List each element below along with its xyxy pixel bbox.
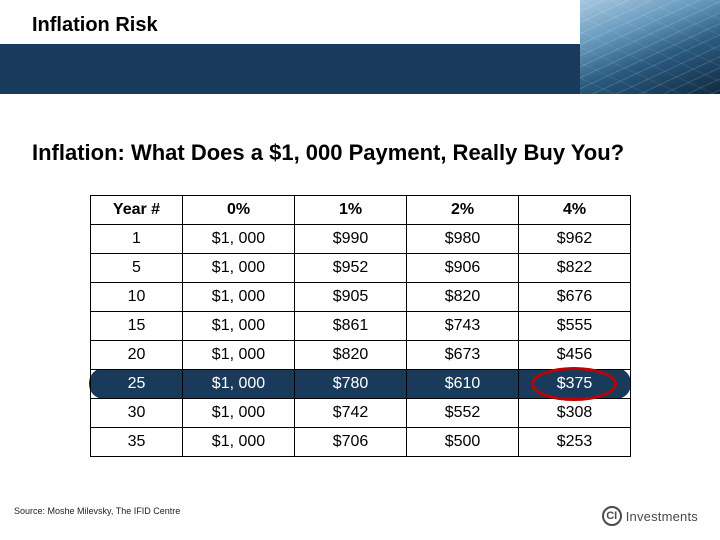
value-cell: $1, 000: [183, 312, 295, 341]
year-cell: 1: [91, 225, 183, 254]
value-cell: $1, 000: [183, 283, 295, 312]
col-header-rate: 1%: [295, 196, 407, 225]
value-cell: $980: [407, 225, 519, 254]
value-cell: $555: [519, 312, 631, 341]
value-cell: $1, 000: [183, 370, 295, 399]
value-cell: $952: [295, 254, 407, 283]
value-cell: $990: [295, 225, 407, 254]
value-cell: $822: [519, 254, 631, 283]
table-row: 10$1, 000$905$820$676: [91, 283, 631, 312]
value-cell: $308: [519, 399, 631, 428]
value-cell: $1, 000: [183, 225, 295, 254]
value-cell: $706: [295, 428, 407, 457]
table-header-row: Year #0%1%2%4%: [91, 196, 631, 225]
table-row: 35$1, 000$706$500$253: [91, 428, 631, 457]
col-header-rate: 4%: [519, 196, 631, 225]
value-cell: $1, 000: [183, 428, 295, 457]
table-row: 25$1, 000$780$610$375: [91, 370, 631, 399]
year-cell: 25: [91, 370, 183, 399]
value-cell: $1, 000: [183, 254, 295, 283]
table-row: 20$1, 000$820$673$456: [91, 341, 631, 370]
col-header-year: Year #: [91, 196, 183, 225]
slide: Inflation Risk Inflation: What Does a $1…: [0, 0, 720, 540]
slide-subtitle: Inflation: What Does a $1, 000 Payment, …: [32, 140, 688, 166]
value-cell: $375: [519, 370, 631, 399]
page-title: Inflation Risk: [32, 14, 158, 37]
value-cell: $820: [407, 283, 519, 312]
year-cell: 10: [91, 283, 183, 312]
footer-logo: CI Investments: [602, 506, 698, 526]
year-cell: 5: [91, 254, 183, 283]
logo-mark-icon: CI: [602, 506, 622, 526]
value-cell: $861: [295, 312, 407, 341]
year-cell: 15: [91, 312, 183, 341]
header-decorative-image: [580, 0, 720, 94]
value-cell: $743: [407, 312, 519, 341]
year-cell: 35: [91, 428, 183, 457]
table-row: 15$1, 000$861$743$555: [91, 312, 631, 341]
value-cell: $905: [295, 283, 407, 312]
value-cell: $676: [519, 283, 631, 312]
value-cell: $500: [407, 428, 519, 457]
table-row: 30$1, 000$742$552$308: [91, 399, 631, 428]
value-cell: $253: [519, 428, 631, 457]
value-cell: $906: [407, 254, 519, 283]
table-body: 1$1, 000$990$980$9625$1, 000$952$906$822…: [91, 225, 631, 457]
logo-text: Investments: [626, 509, 698, 524]
value-cell: $552: [407, 399, 519, 428]
col-header-rate: 0%: [183, 196, 295, 225]
value-cell: $742: [295, 399, 407, 428]
value-cell: $780: [295, 370, 407, 399]
value-cell: $610: [407, 370, 519, 399]
value-cell: $1, 000: [183, 341, 295, 370]
table-row: 1$1, 000$990$980$962: [91, 225, 631, 254]
value-cell: $1, 000: [183, 399, 295, 428]
inflation-table: Year #0%1%2%4% 1$1, 000$990$980$9625$1, …: [90, 195, 631, 457]
inflation-table-container: Year #0%1%2%4% 1$1, 000$990$980$9625$1, …: [90, 195, 630, 457]
col-header-rate: 2%: [407, 196, 519, 225]
table-row: 5$1, 000$952$906$822: [91, 254, 631, 283]
value-cell: $673: [407, 341, 519, 370]
source-citation: Source: Moshe Milevsky, The IFID Centre: [14, 506, 180, 516]
year-cell: 20: [91, 341, 183, 370]
value-cell: $820: [295, 341, 407, 370]
year-cell: 30: [91, 399, 183, 428]
value-cell: $456: [519, 341, 631, 370]
value-cell: $962: [519, 225, 631, 254]
